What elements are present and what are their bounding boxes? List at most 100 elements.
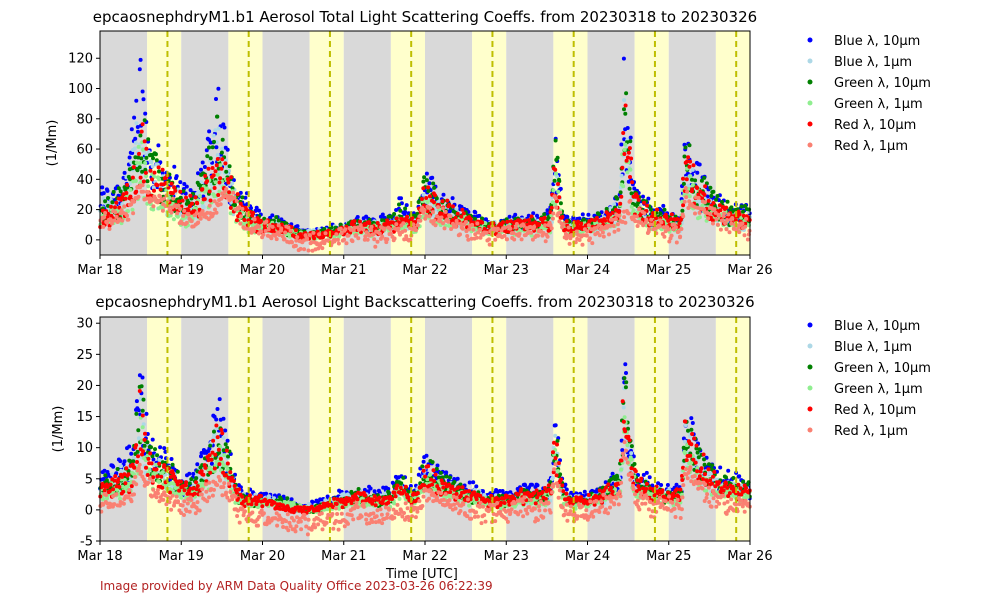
- red-1um-point: [711, 222, 715, 226]
- red-1um-point: [108, 227, 112, 231]
- green-10um-point: [693, 178, 697, 182]
- green-10um-point: [708, 186, 712, 190]
- blue-1um-point: [213, 128, 217, 132]
- red-1um-point: [343, 227, 347, 231]
- green-10um-point: [709, 194, 713, 198]
- red-10um-point: [214, 169, 218, 173]
- red-10um-point: [144, 147, 148, 151]
- green-10um-point: [688, 143, 692, 147]
- red-1um-point: [496, 227, 500, 231]
- green-10um-point: [615, 197, 619, 201]
- red-10um-point: [707, 199, 711, 203]
- red-1um-point: [518, 232, 522, 236]
- red-1um-point: [743, 225, 747, 229]
- blue-10um-point: [226, 439, 230, 443]
- red-1um-point: [581, 243, 585, 247]
- green-1um-point: [172, 217, 176, 221]
- red-10um-point: [155, 183, 159, 187]
- red-10um-point: [681, 177, 685, 181]
- x-tick-label: Mar 25: [646, 263, 691, 278]
- red-1um-point: [644, 218, 648, 222]
- red-1um-point: [588, 236, 592, 240]
- blue-10um-point: [218, 397, 222, 401]
- red-10um-point: [603, 219, 607, 223]
- red-10um-point: [213, 186, 217, 190]
- red-1um-point: [536, 234, 540, 238]
- red-10um-point: [207, 167, 211, 171]
- red-1um-point: [628, 199, 632, 203]
- red-1um-point: [613, 230, 617, 234]
- green-10um-point: [209, 156, 213, 160]
- blue-10um-point: [214, 418, 218, 422]
- red-10um-point: [235, 218, 239, 222]
- blue-1um-point: [622, 98, 626, 102]
- blue-10um-point: [201, 161, 205, 165]
- red-10um-point: [358, 220, 362, 224]
- red-1um-point: [683, 200, 687, 204]
- red-10um-point: [505, 220, 509, 224]
- red-10um-point: [456, 212, 460, 216]
- red-10um-point: [312, 236, 316, 240]
- red-1um-point: [271, 225, 275, 229]
- red-10um-point: [259, 219, 263, 223]
- x-tick-label: Mar 23: [484, 263, 529, 278]
- red-1um-point: [428, 206, 432, 210]
- red-1um-point: [169, 211, 173, 215]
- blue-10um-point: [216, 407, 220, 411]
- red-1um-point: [162, 197, 166, 201]
- blue-10um-point: [622, 57, 626, 61]
- red-1um-point: [103, 211, 107, 215]
- red-1um-point: [554, 196, 558, 200]
- red-10um-point: [144, 171, 148, 175]
- red-1um-point: [385, 237, 389, 241]
- y-axis-label: (1/Mm): [45, 120, 60, 167]
- x-tick-label: Mar 21: [321, 263, 366, 278]
- red-1um-point: [356, 236, 360, 240]
- red-1um-point: [224, 187, 228, 191]
- red-1um-point: [339, 227, 343, 231]
- red-1um-point: [336, 238, 340, 242]
- red-1um-point: [311, 231, 315, 235]
- red-10um-point: [703, 184, 707, 188]
- red-1um-point: [433, 219, 437, 223]
- red-1um-point: [685, 190, 689, 194]
- red-10um-point: [161, 168, 165, 172]
- red-1um-point: [551, 212, 555, 216]
- red-1um-point: [678, 235, 682, 239]
- blue-10um-point: [565, 488, 569, 492]
- red-1um-point: [388, 227, 392, 231]
- blue-10um-point: [130, 127, 134, 131]
- red-1um-point: [380, 235, 384, 239]
- red-10um-point: [703, 193, 707, 197]
- green-10um-point: [425, 178, 429, 182]
- green-10um-point: [542, 212, 546, 216]
- green-10um-point: [211, 145, 215, 149]
- red-1um-point: [612, 224, 616, 228]
- blue-10um-point: [134, 99, 138, 103]
- red-1um-point: [659, 220, 663, 224]
- red-10um-point: [251, 211, 255, 215]
- y-tick-label: 100: [68, 82, 93, 97]
- red-1um-point: [546, 235, 550, 239]
- red-1um-point: [614, 217, 618, 221]
- blue-10um-point: [118, 459, 122, 463]
- day-band: [310, 31, 344, 255]
- blue-10um-point: [427, 181, 431, 185]
- red-1um-point: [257, 225, 261, 229]
- blue-10um-point: [151, 438, 155, 442]
- red-10um-point: [565, 219, 569, 223]
- red-1um-point: [141, 190, 145, 194]
- blue-10um-point: [565, 215, 569, 219]
- green-10um-point: [622, 107, 626, 111]
- red-10um-point: [424, 196, 428, 200]
- red-10um-point: [628, 175, 632, 179]
- red-1um-point: [131, 211, 135, 215]
- red-1um-point: [201, 209, 205, 213]
- red-1um-point: [575, 230, 579, 234]
- red-1um-point: [708, 212, 712, 216]
- blue-10um-point: [623, 362, 627, 366]
- red-1um-point: [464, 220, 468, 224]
- red-1um-point: [376, 240, 380, 244]
- red-1um-point: [102, 215, 106, 219]
